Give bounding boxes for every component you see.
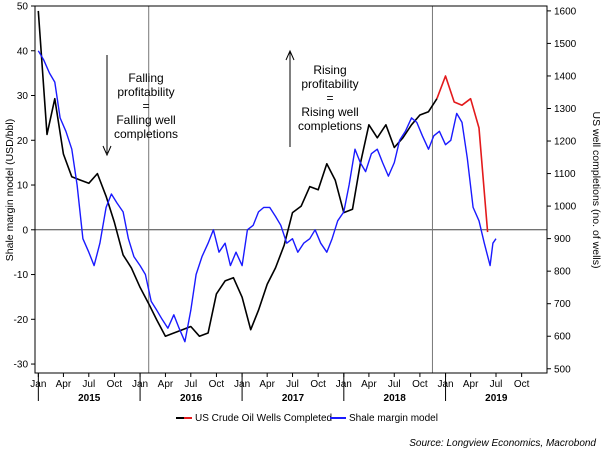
right-tick-label: 500 (554, 364, 571, 375)
left-y-axis: -30 -20 -10 0 10 20 30 40 50 (14, 2, 35, 371)
x-tick-label: Jul (388, 379, 401, 390)
x-tick-label: Oct (107, 379, 123, 390)
annotation-falling: Falling profitability = Falling well com… (102, 55, 178, 157)
left-tick-label: 50 (17, 2, 29, 13)
right-tick-label: 1000 (554, 202, 577, 213)
series-lines (37, 10, 497, 343)
right-axis-label: US well completions (no. of wells) (590, 112, 602, 269)
up-arrowhead-icon (285, 49, 295, 61)
x-tick-label: Apr (56, 379, 72, 390)
right-tick-label: 1400 (554, 71, 577, 82)
series-line-1 (37, 10, 438, 338)
x-tick-label: Apr (158, 379, 174, 390)
x-tick-label: Jul (286, 379, 299, 390)
x-axis: Jan Apr Jul Oct Jan Apr Jul Oct Jan Apr Jul Oct Jan A… (30, 373, 530, 404)
plot-frame (34, 5, 548, 374)
x-tick-label: Oct (209, 379, 225, 390)
left-tick-label: 20 (17, 136, 29, 147)
x-tick-label: Oct (310, 379, 326, 390)
annotation-rising-line-5: completions (298, 119, 362, 133)
vertical-markers (148, 6, 433, 373)
legend-label-margin: Shale margin model (349, 413, 438, 424)
x-tick-label: Jul (82, 379, 95, 390)
source-note: Source: Longview Economics, Macrobond (409, 438, 596, 449)
right-tick-label: 800 (554, 267, 571, 278)
left-tick-label: 0 (22, 225, 28, 236)
right-tick-label: 1500 (554, 39, 577, 50)
series-line-3 (37, 50, 497, 343)
left-tick-label: -20 (14, 315, 29, 326)
annotation-falling-line-4: Falling well (116, 113, 175, 127)
x-tick-label: Oct (514, 379, 530, 390)
right-tick-label: 1600 (554, 6, 577, 17)
left-tick-label: 10 (17, 181, 29, 192)
annotation-rising-line-2: profitability (301, 77, 358, 91)
x-tick-label: Jul (184, 379, 197, 390)
annotation-falling-line-3: = (142, 99, 149, 113)
year-label: 2016 (180, 393, 203, 404)
right-tick-label: 1100 (554, 169, 576, 180)
legend: US Crude Oil Wells Completed Shale margi… (176, 413, 438, 424)
right-tick-label: 900 (554, 234, 571, 245)
annotation-rising-line-3: = (326, 91, 333, 105)
series-line-2 (436, 75, 489, 233)
annotation-rising-line-1: Rising (313, 63, 346, 77)
left-tick-label: 30 (17, 91, 29, 102)
x-tick-label: Jul (490, 379, 503, 390)
right-tick-label: 1300 (554, 104, 577, 115)
left-tick-label: -30 (14, 360, 29, 371)
x-tick-label: Apr (463, 379, 479, 390)
annotation-rising-line-4: Rising well (301, 105, 358, 119)
x-tick-label: Apr (259, 379, 275, 390)
annotation-falling-line-5: completions (114, 127, 178, 141)
year-label: 2017 (282, 393, 305, 404)
annotation-falling-line-1: Falling (128, 71, 163, 85)
year-label: 2018 (384, 393, 407, 404)
right-tick-label: 1200 (554, 137, 577, 148)
down-arrowhead-icon (102, 145, 112, 157)
x-tick-label: Oct (412, 379, 428, 390)
left-axis-label: Shale margin model (USD/bbl) (4, 119, 16, 261)
legend-label-wells: US Crude Oil Wells Completed (195, 413, 332, 424)
right-tick-label: 600 (554, 332, 571, 343)
left-tick-label: 40 (17, 46, 29, 57)
year-label: 2015 (78, 393, 101, 404)
annotation-falling-line-2: profitability (117, 85, 174, 99)
right-tick-label: 700 (554, 299, 571, 310)
right-y-axis: 500 600 700 800 900 1000 1100 1200 1300 1400 1500 1… (547, 6, 577, 375)
left-tick-label: -10 (14, 270, 29, 281)
plot-border (34, 5, 548, 374)
annotation-rising: Rising profitability = Rising well compl… (285, 49, 362, 147)
x-tick-label: Apr (361, 379, 377, 390)
year-label: 2019 (485, 393, 508, 404)
